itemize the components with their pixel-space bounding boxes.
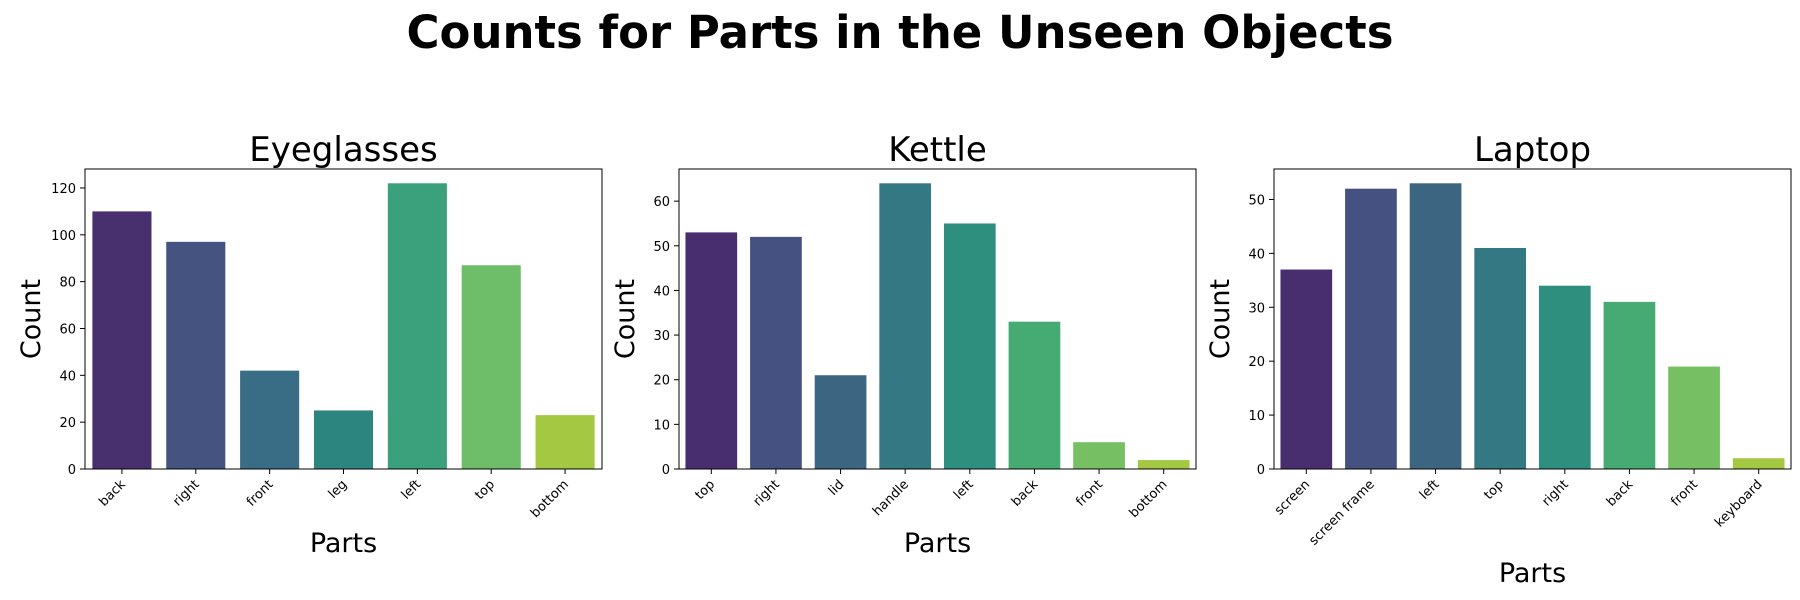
bar-left bbox=[943, 223, 996, 469]
y-tick-label: 40 bbox=[653, 284, 670, 299]
x-tick-label: back bbox=[96, 477, 129, 510]
x-tick-label: front bbox=[1073, 477, 1105, 509]
bar-front bbox=[240, 370, 300, 469]
y-tick-label: 50 bbox=[653, 240, 670, 255]
x-tick-label: back bbox=[1604, 477, 1637, 510]
x-tick-label: bottom bbox=[528, 477, 572, 521]
x-tick-label: lid bbox=[826, 477, 848, 499]
y-tick-label: 20 bbox=[59, 416, 76, 431]
axes-frame bbox=[678, 168, 1197, 470]
bar-screen bbox=[1280, 269, 1333, 469]
x-tick-label: leg bbox=[326, 477, 351, 502]
x-tick-label: left bbox=[951, 477, 977, 503]
x-tick-label: right bbox=[751, 477, 783, 509]
chart-panel-kettle: 0 10 20 30 40 50 60 top right lid handle left back fr… bbox=[610, 130, 1197, 559]
x-tick-label: screen bbox=[1272, 477, 1313, 518]
figure-title: Counts for Parts in the Unseen Objects bbox=[406, 6, 1394, 59]
bar-right bbox=[1538, 285, 1591, 469]
bar-right bbox=[166, 241, 226, 469]
bar-bottom bbox=[1137, 460, 1190, 469]
bar-screen-frame bbox=[1345, 188, 1397, 469]
y-tick-label: 10 bbox=[1248, 409, 1265, 424]
y-tick-label: 0 bbox=[1257, 463, 1265, 478]
bar-top bbox=[461, 265, 521, 469]
y-tick-label: 0 bbox=[68, 463, 76, 478]
bar-back bbox=[92, 211, 152, 469]
x-tick-label: screen frame bbox=[1306, 477, 1377, 548]
bar-top bbox=[1474, 247, 1527, 469]
x-tick-label: top bbox=[692, 477, 718, 503]
y-tick-label: 50 bbox=[1248, 193, 1265, 208]
chart-title: Kettle bbox=[888, 130, 987, 170]
bar-left bbox=[387, 183, 447, 470]
x-tick-label: front bbox=[244, 477, 276, 509]
y-axis-label: Count bbox=[16, 279, 47, 359]
y-tick-label: 120 bbox=[51, 182, 76, 197]
x-axis-label: Parts bbox=[1499, 558, 1566, 589]
y-tick-label: 60 bbox=[653, 195, 670, 210]
bar-right bbox=[750, 236, 802, 469]
bar-left bbox=[1409, 183, 1462, 470]
x-tick-label: left bbox=[1417, 477, 1443, 503]
bar-bottom bbox=[535, 415, 595, 469]
y-tick-label: 40 bbox=[59, 369, 76, 384]
chart-title: Eyeglasses bbox=[249, 130, 437, 170]
chart-title: Laptop bbox=[1474, 130, 1591, 170]
bar-leg bbox=[313, 410, 374, 469]
bar-keyboard bbox=[1732, 458, 1785, 469]
y-tick-label: 40 bbox=[1248, 247, 1265, 262]
bar-back bbox=[1603, 301, 1656, 469]
y-tick-label: 60 bbox=[59, 322, 76, 337]
chart-panel-eyeglasses: 0 20 40 60 80 100 120 back right front leg left top b… bbox=[16, 130, 603, 559]
bar-front bbox=[1668, 366, 1720, 469]
bar-top bbox=[685, 232, 738, 469]
x-tick-label: right bbox=[1539, 477, 1571, 509]
x-axis-label: Parts bbox=[904, 528, 971, 559]
bar-front bbox=[1073, 442, 1125, 469]
y-axis-label: Count bbox=[1205, 279, 1236, 359]
axes-frame bbox=[1273, 168, 1792, 470]
x-tick-label: right bbox=[170, 477, 202, 509]
x-tick-label: left bbox=[399, 477, 425, 503]
bar-back bbox=[1008, 321, 1061, 469]
x-tick-label: handle bbox=[870, 477, 912, 519]
x-tick-label: front bbox=[1668, 477, 1700, 509]
x-tick-label: top bbox=[472, 477, 498, 503]
y-tick-label: 20 bbox=[653, 374, 670, 389]
y-tick-label: 10 bbox=[653, 418, 670, 433]
x-axis-label: Parts bbox=[310, 528, 377, 559]
x-tick-label: back bbox=[1009, 477, 1042, 510]
y-tick-label: 0 bbox=[662, 463, 670, 478]
y-tick-label: 30 bbox=[653, 329, 670, 344]
y-tick-label: 20 bbox=[1248, 355, 1265, 370]
bar-handle bbox=[879, 183, 932, 470]
x-tick-label: keyboard bbox=[1712, 477, 1765, 530]
y-tick-label: 100 bbox=[51, 229, 76, 244]
x-tick-label: bottom bbox=[1127, 477, 1171, 521]
y-tick-label: 30 bbox=[1248, 301, 1265, 316]
y-axis-label: Count bbox=[610, 279, 641, 359]
y-tick-label: 80 bbox=[59, 276, 76, 291]
x-tick-label: top bbox=[1481, 477, 1507, 503]
bar-lid bbox=[814, 375, 867, 469]
